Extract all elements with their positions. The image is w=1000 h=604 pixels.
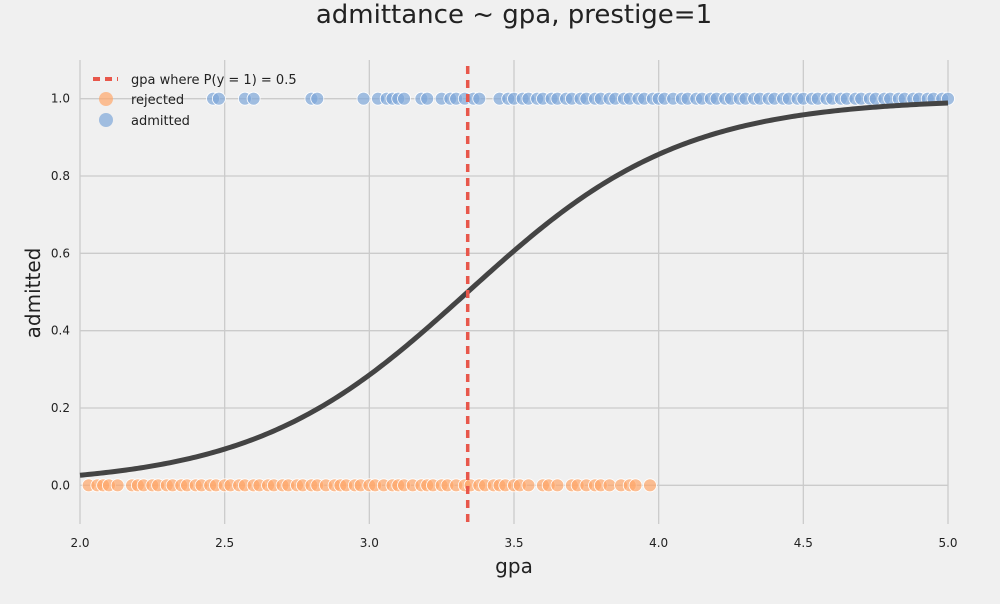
admitted-point: [397, 91, 411, 106]
rejected-point: [643, 478, 657, 493]
x-tick-label: 4.0: [649, 536, 668, 550]
y-tick-label: 0.4: [51, 324, 70, 338]
rejected-point: [521, 478, 536, 493]
x-axis-label: gpa: [495, 554, 533, 578]
y-tick-label: 1.0: [51, 92, 70, 106]
admitted-point: [356, 91, 371, 106]
legend-admitted-label: admitted: [131, 114, 190, 129]
x-tick-label: 4.5: [794, 536, 813, 550]
admitted-point: [211, 91, 226, 106]
series-rejected: [81, 478, 657, 493]
legend-rejected-swatch: [99, 92, 113, 106]
tick-labels: 2.0 2.5 3.0 3.5 4.0 4.5 5.0 0.0 0.2 0.4 0.6 0.8 1.0: [51, 92, 958, 550]
y-axis-label: admitted: [21, 248, 45, 339]
x-tick-label: 3.0: [360, 536, 379, 550]
x-tick-label: 5.0: [938, 536, 957, 550]
legend-rejected-label: rejected: [131, 93, 184, 108]
plot-area: [79, 66, 955, 522]
y-tick-label: 0.0: [51, 478, 70, 492]
x-tick-label: 2.5: [215, 536, 234, 550]
y-tick-label: 0.2: [51, 401, 70, 415]
admitted-point: [420, 91, 435, 106]
admitted-point: [310, 91, 325, 106]
admitted-point: [472, 91, 487, 106]
rejected-point: [602, 478, 617, 493]
rejected-point: [628, 478, 643, 493]
x-tick-label: 2.0: [70, 536, 89, 550]
legend: gpa where P(y = 1) = 0.5 rejected admitt…: [93, 73, 297, 129]
legend-admitted-swatch: [99, 113, 113, 127]
x-tick-label: 3.5: [504, 536, 523, 550]
rejected-point: [550, 478, 565, 493]
legend-threshold-label: gpa where P(y = 1) = 0.5: [131, 73, 297, 88]
rejected-point: [110, 478, 125, 493]
admitted-point: [246, 91, 261, 106]
y-tick-label: 0.8: [51, 169, 70, 183]
logistic-curve: [79, 100, 949, 478]
chart-title: admittance ~ gpa, prestige=1: [316, 0, 712, 30]
series-admitted: [206, 91, 955, 106]
y-tick-label: 0.6: [51, 246, 70, 260]
